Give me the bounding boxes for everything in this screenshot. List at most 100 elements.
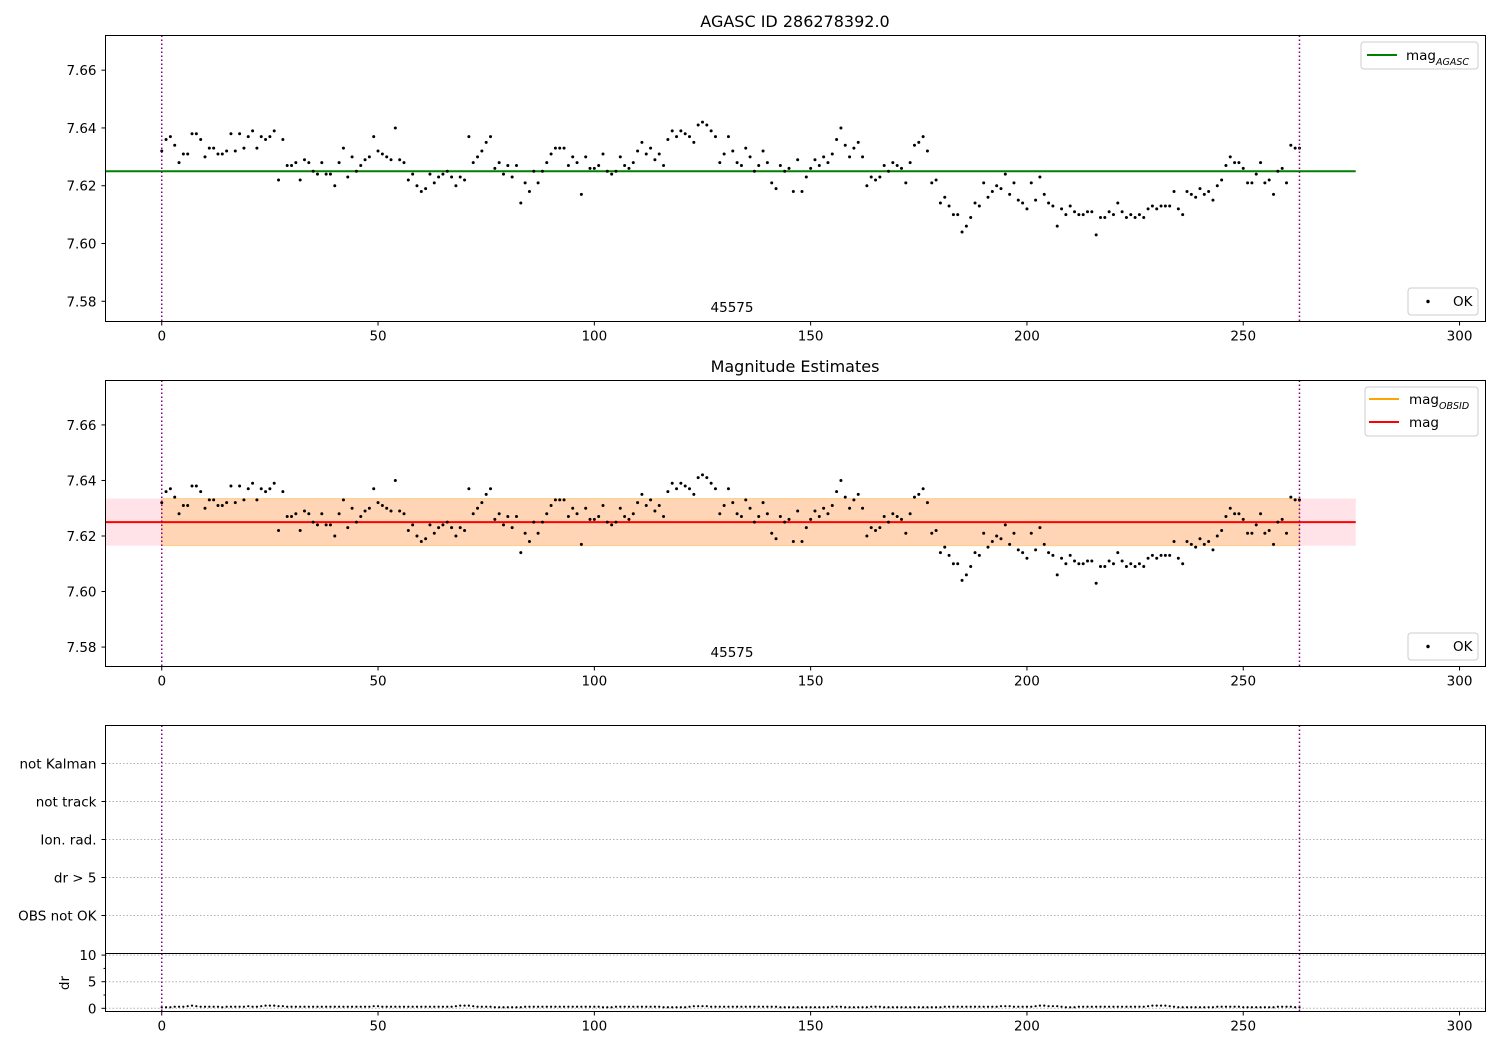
agasc-ok-point <box>540 169 544 173</box>
agasc-ok-point <box>843 143 847 147</box>
dr-point <box>216 1005 220 1008</box>
dr-point <box>835 1005 838 1008</box>
dr-point <box>1138 1005 1141 1008</box>
estimates-ok-point <box>341 498 345 502</box>
agasc-ok-point <box>173 143 177 147</box>
estimates-ok-point <box>662 515 666 519</box>
dr-point <box>446 1005 449 1008</box>
agasc-y-tick-label: 7.64 <box>66 121 96 137</box>
estimates-ok-point <box>809 517 813 521</box>
agasc-ok-point <box>571 155 575 159</box>
agasc-legend-upper-box <box>1360 41 1479 70</box>
estimates-ok-point <box>752 520 756 524</box>
estimates-x-tick-label: 100 <box>581 674 607 690</box>
estimates-ok-point <box>458 526 462 530</box>
agasc-x-tick-label: 100 <box>581 329 607 345</box>
agasc-ok-point <box>1051 204 1055 208</box>
estimates-ok-point <box>281 490 285 494</box>
estimates-ok-point <box>393 478 397 482</box>
dr-point <box>1146 1005 1150 1008</box>
agasc-ok-point <box>372 135 376 139</box>
estimates-ok-point <box>579 542 583 546</box>
estimates-legend-ok-label: OK <box>1453 639 1474 655</box>
estimates-ok-point <box>471 512 475 516</box>
agasc-ok-point <box>1086 210 1090 214</box>
estimates-ok-point <box>181 503 185 507</box>
dr-x-tick-label: 200 <box>1014 1019 1040 1035</box>
agasc-ok-point <box>666 138 670 141</box>
dr-point <box>1289 1005 1292 1008</box>
dr-point <box>593 1005 596 1008</box>
agasc-ok-point <box>199 138 203 141</box>
estimates-ok-point <box>861 506 865 510</box>
estimates-legend-marker-swatch <box>1426 644 1430 649</box>
dr-point <box>342 1005 345 1008</box>
dr-point <box>571 1005 574 1008</box>
dr-point <box>1047 1005 1050 1008</box>
estimates-ok-point <box>264 490 268 494</box>
estimates-ok-point <box>536 531 540 535</box>
dr-point <box>1034 1005 1037 1008</box>
dr-point <box>986 1005 990 1008</box>
agasc-ok-point <box>899 166 903 170</box>
agasc-ok-point <box>943 195 947 199</box>
estimates-ok-point <box>385 506 389 510</box>
estimates-ok-point <box>835 490 839 494</box>
agasc-ok-point <box>891 161 895 165</box>
dr-point <box>701 1005 704 1008</box>
estimates-ok-point <box>1150 553 1154 557</box>
estimates-ok-point <box>233 501 237 505</box>
agasc-ok-point <box>380 152 384 156</box>
dr-point <box>731 1005 734 1008</box>
estimates-ok-point <box>700 473 704 477</box>
agasc-ok-point <box>363 158 367 162</box>
dr-point <box>1125 1005 1128 1008</box>
estimates-ok-point <box>748 506 752 510</box>
estimates-ok-point <box>670 481 674 485</box>
agasc-ok-point <box>445 169 449 173</box>
estimates-panel-title: Magnitude Estimates <box>711 357 880 376</box>
dr-point <box>658 1005 661 1008</box>
estimates-ok-point <box>238 484 242 488</box>
estimates-ok-point <box>744 498 748 502</box>
dr-point <box>1155 1004 1158 1007</box>
estimates-x-tick-label: 0 <box>157 674 166 690</box>
agasc-ok-point <box>251 129 255 133</box>
estimates-ok-point <box>904 531 908 535</box>
dr-point <box>203 1005 207 1008</box>
dr-point <box>999 1005 1003 1008</box>
estimates-ok-point <box>943 545 947 549</box>
agasc-ok-point <box>982 181 986 185</box>
dr-point <box>195 1005 198 1008</box>
dr-point <box>883 1006 886 1009</box>
estimates-ok-point <box>1280 517 1284 521</box>
agasc-y-axis: 7.58 7.60 7.62 7.64 7.66 <box>66 63 106 310</box>
agasc-ok-point <box>874 178 878 182</box>
estimates-legend-lower: OK <box>1407 632 1479 661</box>
agasc-ok-point <box>791 190 795 193</box>
agasc-ok-point <box>428 172 432 176</box>
estimates-ok-point <box>683 484 687 488</box>
dr-point <box>485 1005 488 1008</box>
estimates-ok-point <box>722 503 726 507</box>
agasc-ok-point <box>1233 161 1237 165</box>
dr-point <box>359 1005 362 1008</box>
estimates-ok-point <box>1060 556 1064 560</box>
estimates-ok-point <box>454 534 458 538</box>
dr-point <box>1116 1005 1119 1008</box>
dr-point <box>212 1005 215 1008</box>
dr-point <box>229 1005 233 1008</box>
dr-point <box>532 1005 535 1008</box>
dr-point <box>805 1006 808 1009</box>
dr-point <box>1060 1005 1063 1008</box>
agasc-ok-point <box>501 172 505 176</box>
dr-y-tick-label: 10 <box>79 948 96 964</box>
dr-point <box>943 1005 946 1008</box>
dr-point <box>939 1006 942 1009</box>
estimates-ok-point <box>212 498 216 502</box>
estimates-ok-point <box>882 515 886 519</box>
estimates-ok-point <box>1129 562 1133 566</box>
estimates-ok-point <box>1116 551 1120 555</box>
estimates-ok-point <box>770 531 774 535</box>
estimates-ok-point <box>1068 553 1072 557</box>
